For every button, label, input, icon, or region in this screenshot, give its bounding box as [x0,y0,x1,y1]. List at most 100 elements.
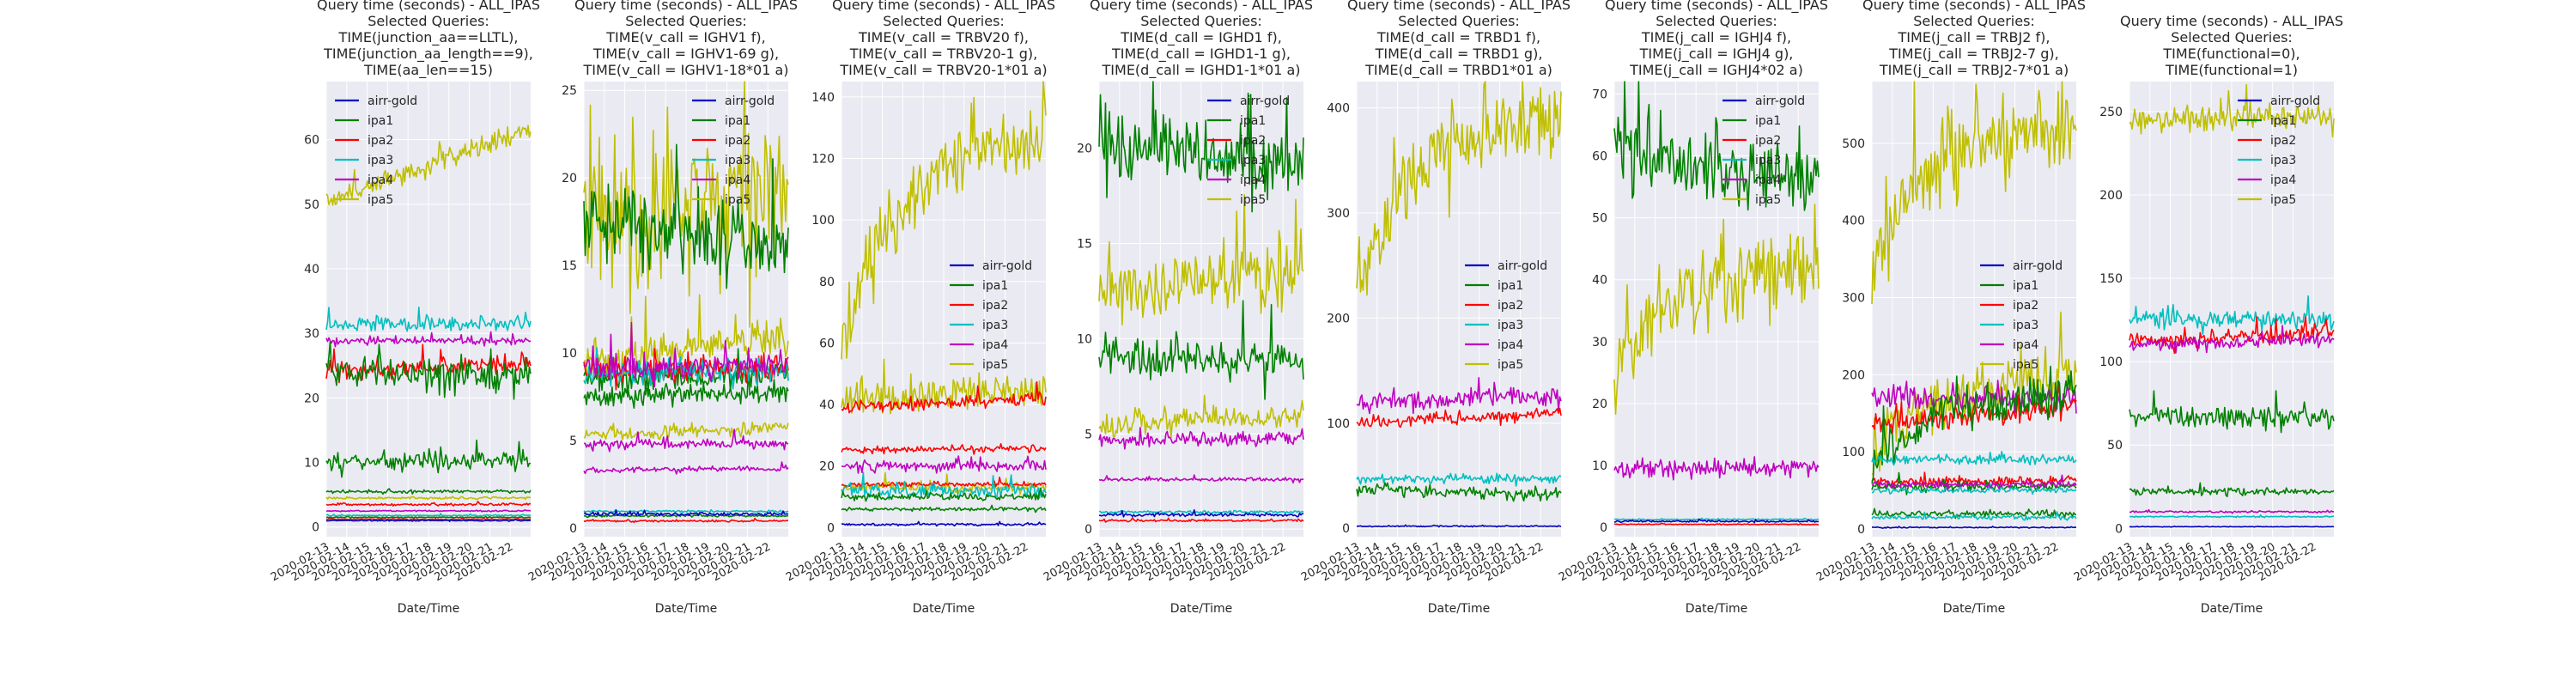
chart-title: Query time (seconds) - ALL_IPAS [832,0,1055,14]
chart-panel-2: Query time (seconds) - ALL_IPASSelected … [526,0,798,616]
series-line-ipa4 [1098,474,1304,484]
y-tick-label: 100 [811,214,835,228]
y-tick-label: 40 [1592,274,1607,288]
y-tick-label: 80 [819,276,835,289]
chart-title-line: Selected Queries: [1398,13,1520,29]
chart-title-line: TIME(v_call = IGHV1-69 g), [592,46,779,63]
series-line-ipa4 [1871,474,2077,491]
y-tick-label: 10 [304,457,319,471]
series-line-ipa2 [325,501,532,507]
y-tick-label: 40 [304,263,319,277]
series-line-ipa4 [1613,456,1820,481]
chart-title-line: TIME(v_call = TRBV20-1 g), [849,46,1037,63]
legend-label-ipa3: ipa3 [725,154,750,167]
y-tick-label: 20 [304,392,319,405]
y-tick-label: 40 [819,398,835,412]
series-line-ipa2 [1356,407,1562,429]
series-line-ipa3 [841,471,1047,501]
series-line-ipa3 [1871,450,2077,466]
y-tick-label: 140 [811,91,835,105]
series-line-ipa5 [1098,394,1304,439]
y-tick-label: 30 [1592,336,1607,350]
series-line-ipa4 [2129,508,2334,514]
series-line-ipa5 [841,358,1047,415]
series-line-ipa4 [325,331,532,348]
series-line-ipa1 [325,439,532,478]
legend-label-ipa3: ipa3 [1755,154,1781,167]
legend-label-ipa1: ipa1 [725,114,750,128]
y-tick-label: 60 [304,134,319,148]
y-tick-label: 5 [569,435,577,448]
y-tick-label: 200 [1327,312,1350,325]
legend-label-ipa2: ipa2 [1498,299,1523,313]
chart-panel-8: Query time (seconds) - ALL_IPASSelected … [2072,13,2343,616]
series-line-ipa1 [2129,482,2335,498]
legend-label-ipa4: ipa4 [368,173,393,187]
chart-title-line: TIME(junction_aa==LLTL), [338,29,519,46]
legend-label-ipa3: ipa3 [982,319,1008,332]
chart-title-line: TIME(d_call = IGHD1-1 g), [1111,46,1291,63]
y-tick-label: 20 [1077,143,1092,156]
y-tick-label: 300 [1842,292,1865,306]
chart-title: Query time (seconds) - ALL_IPAS [1347,0,1571,14]
series-line-airr-gold [1872,526,2077,529]
series-line-ipa2 [1098,516,1304,523]
legend-label-ipa1: ipa1 [1498,279,1523,293]
y-tick-label: 10 [1077,332,1092,346]
y-tick-label: 500 [1842,137,1865,151]
series-line-ipa1 [1356,482,1562,502]
legend-label-ipa1: ipa1 [1240,114,1266,128]
chart-title: Query time (seconds) - ALL_IPAS [1090,0,1313,14]
series-line-ipa3 [583,508,789,514]
chart-title-line: Selected Queries: [1140,13,1262,29]
series-line-ipa4 [583,461,789,475]
chart-title-line: TIME(d_call = TRBD1*01 a) [1364,62,1552,79]
legend-label-ipa1: ipa1 [2270,114,2296,128]
y-tick-label: 10 [562,347,577,361]
series-line-ipa1 [325,341,532,400]
legend: airr-gold ipa1 ipa2 ipa3 ipa4 ipa5 [950,259,1032,372]
series-line-ipa5 [841,81,1047,360]
y-tick-label: 15 [562,259,577,273]
legend: airr-gold ipa1 ipa2 ipa3 ipa4 ipa5 [1207,94,1290,207]
series-line-ipa5 [1871,81,2077,305]
legend: airr-gold ipa1 ipa2 ipa3 ipa4 ipa5 [335,94,417,207]
series-line-airr-gold [1357,524,1562,528]
series-line-ipa2 [841,380,1047,414]
series-line-ipa5 [841,471,1047,495]
chart-title-line: TIME(aa_len==15) [363,62,493,79]
legend-label-ipa3: ipa3 [2270,154,2296,167]
y-tick-label: 0 [569,522,577,536]
series-line-ipa5 [583,421,789,441]
legend-label-ipa5: ipa5 [1755,193,1781,207]
legend: airr-gold ipa1 ipa2 ipa3 ipa4 ipa5 [2238,94,2320,207]
chart-title: Query time (seconds) - ALL_IPAS [1605,0,1828,14]
series-line-ipa5 [583,294,789,381]
series-line-ipa1 [583,369,789,410]
chart-title-line: Selected Queries: [883,13,1005,29]
chart-title-line: TIME(functional=0), [2162,46,2300,62]
y-tick-label: 0 [312,521,319,535]
legend-label-ipa1: ipa1 [1755,114,1781,128]
series-line-ipa3 [1098,509,1304,515]
y-tick-label: 50 [2107,439,2123,453]
chart-title: Query time (seconds) - ALL_IPAS [574,0,798,14]
series-line-ipa1 [841,487,1047,502]
legend: airr-gold ipa1 ipa2 ipa3 ipa4 ipa5 [692,94,775,207]
chart-title: Query time (seconds) - ALL_IPAS [1862,0,2086,14]
series-line-ipa1 [2129,390,2335,434]
y-tick-label: 100 [1327,417,1350,431]
y-tick-label: 20 [1592,398,1607,411]
chart-title-line: TIME(v_call = TRBV20-1*01 a) [839,62,1047,79]
y-tick-label: 120 [811,153,835,167]
legend-label-ipa4: ipa4 [2270,173,2296,187]
series-line-ipa3 [1871,483,2077,495]
y-tick-label: 100 [1842,446,1865,459]
y-tick-label: 0 [1342,522,1350,536]
chart-title-line: Selected Queries: [368,13,489,29]
series-line-ipa3 [2129,514,2335,519]
chart-panel-6: Query time (seconds) - ALL_IPASSelected … [1557,0,1828,616]
chart-title-line: TIME(d_call = TRBD1 g), [1375,46,1543,63]
x-axis-label: Date/Time [1428,602,1490,616]
chart-title-line: TIME(v_call = IGHV1-18*01 a) [582,62,788,79]
